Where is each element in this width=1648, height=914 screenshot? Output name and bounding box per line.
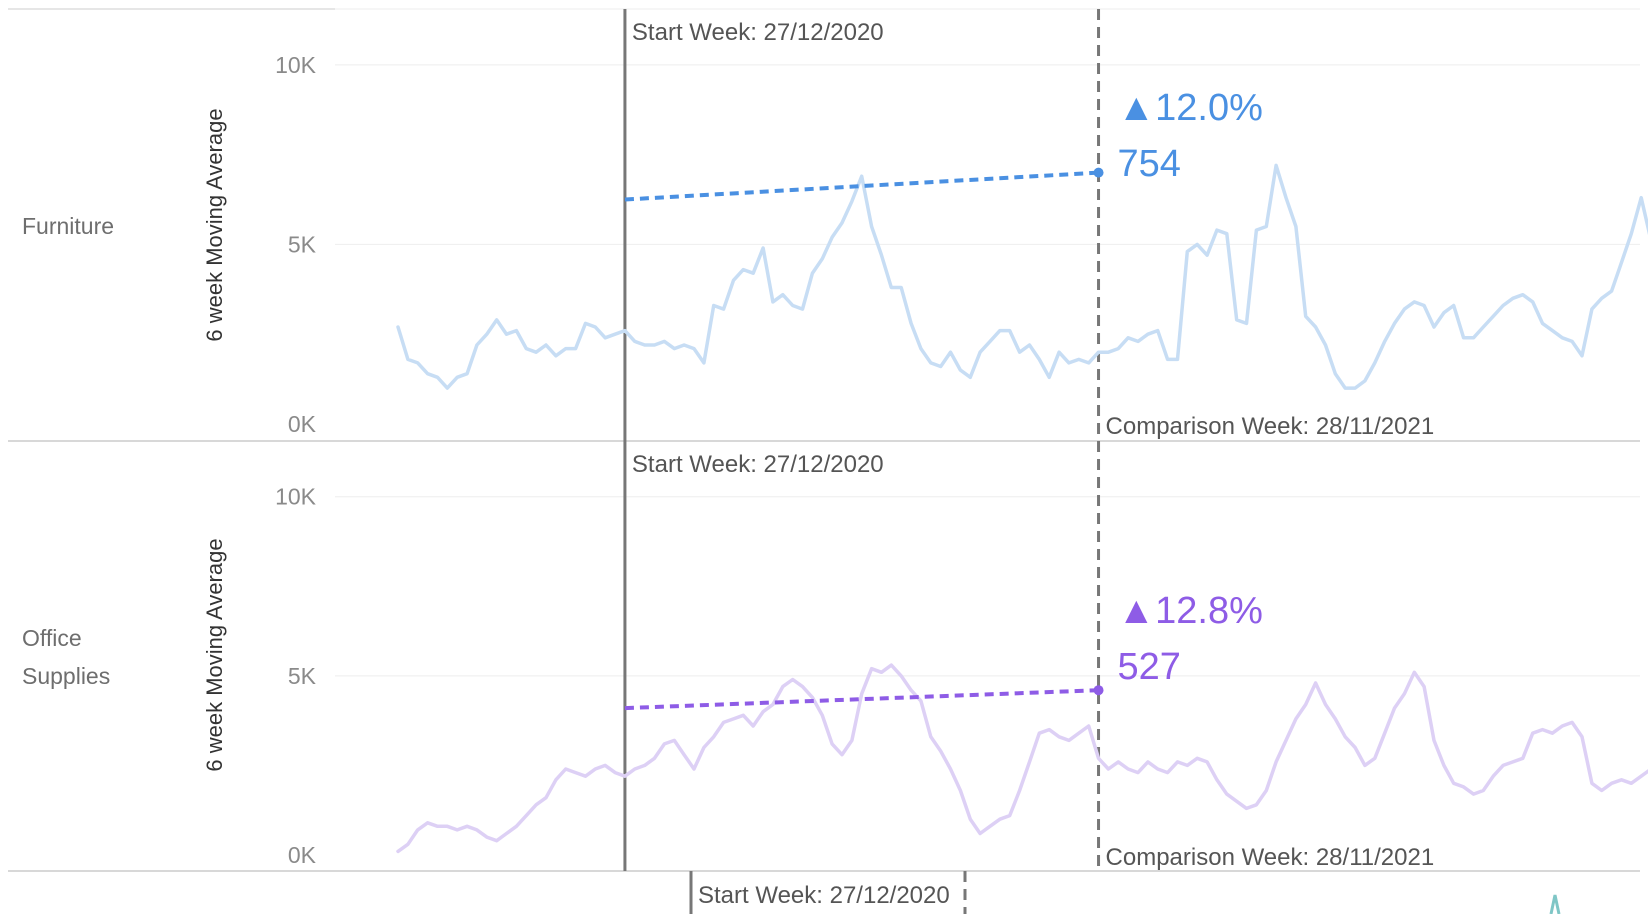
- series-office-supplies: [396, 663, 1648, 854]
- third-panel-series-peak: [1549, 894, 1561, 914]
- row-label-furniture: Furniture: [22, 213, 114, 239]
- series-furniture: [396, 163, 1648, 390]
- comparison-week-label: Comparison Week: 28/11/2021: [1106, 844, 1435, 871]
- comparison-week-label: Comparison Week: 28/11/2021: [1106, 413, 1435, 440]
- percent-change-label: ▲12.0%: [1118, 87, 1263, 129]
- y-ticks-office-supplies: 0K 5K 10K: [275, 484, 317, 868]
- comparison-point: [1093, 685, 1104, 696]
- row-label-line: Furniture: [22, 213, 114, 239]
- row-label-line: Supplies: [22, 663, 110, 689]
- start-week-label-third: Start Week: 27/12/2020: [698, 882, 950, 909]
- furniture-panel: Furniture 6 week Moving Average 0K5K10K …: [22, 9, 1648, 441]
- moving-average-line: [396, 163, 1648, 390]
- y-tick-label: 0K: [288, 411, 317, 437]
- value-change-label: 527: [1118, 646, 1181, 688]
- change-labels-furniture: ▲12.0% 754: [1118, 87, 1263, 185]
- y-ticks-furniture: 0K 5K 10K: [275, 52, 317, 437]
- third-panel-partial: Start Week: 27/12/2020: [689, 871, 1561, 914]
- y-tick-label: 0K: [288, 842, 317, 868]
- y-axis-title-furniture: 6 week Moving Average: [202, 108, 227, 341]
- office-supplies-panel: Office Supplies 6 week Moving Average 0K 5…: [22, 441, 1648, 871]
- y-axis-title-office-supplies: 6 week Moving Average: [202, 538, 227, 771]
- comparison-dashed-line: [624, 688, 1099, 711]
- row-label-office-supplies: Office Supplies: [22, 625, 110, 689]
- change-labels-office-supplies: ▲12.8% 527: [1118, 590, 1263, 688]
- value-change-label: 754: [1118, 143, 1181, 185]
- percent-change-label: ▲12.8%: [1118, 590, 1263, 632]
- y-tick-label: 10K: [275, 52, 317, 78]
- y-tick-label: 5K: [288, 663, 317, 689]
- moving-average-line: [396, 663, 1648, 854]
- start-week-label: Start Week: 27/12/2020: [632, 19, 884, 46]
- row-label-line: Office: [22, 625, 82, 651]
- comparison-point: [1093, 167, 1104, 178]
- comparison-dashed-line: [624, 170, 1099, 202]
- start-week-label: Start Week: 27/12/2020: [632, 451, 884, 478]
- y-tick-label: 10K: [275, 484, 317, 510]
- reference-lines-furniture: Start Week: 27/12/2020 Comparison Week: 2…: [623, 9, 1435, 441]
- reference-lines-office-supplies: Start Week: 27/12/2020 Comparison Week: 2…: [623, 441, 1435, 871]
- gridlines-office-supplies: [335, 496, 1640, 677]
- gridlines-furniture: [335, 64, 1640, 245]
- y-tick-label: 5K: [288, 231, 317, 257]
